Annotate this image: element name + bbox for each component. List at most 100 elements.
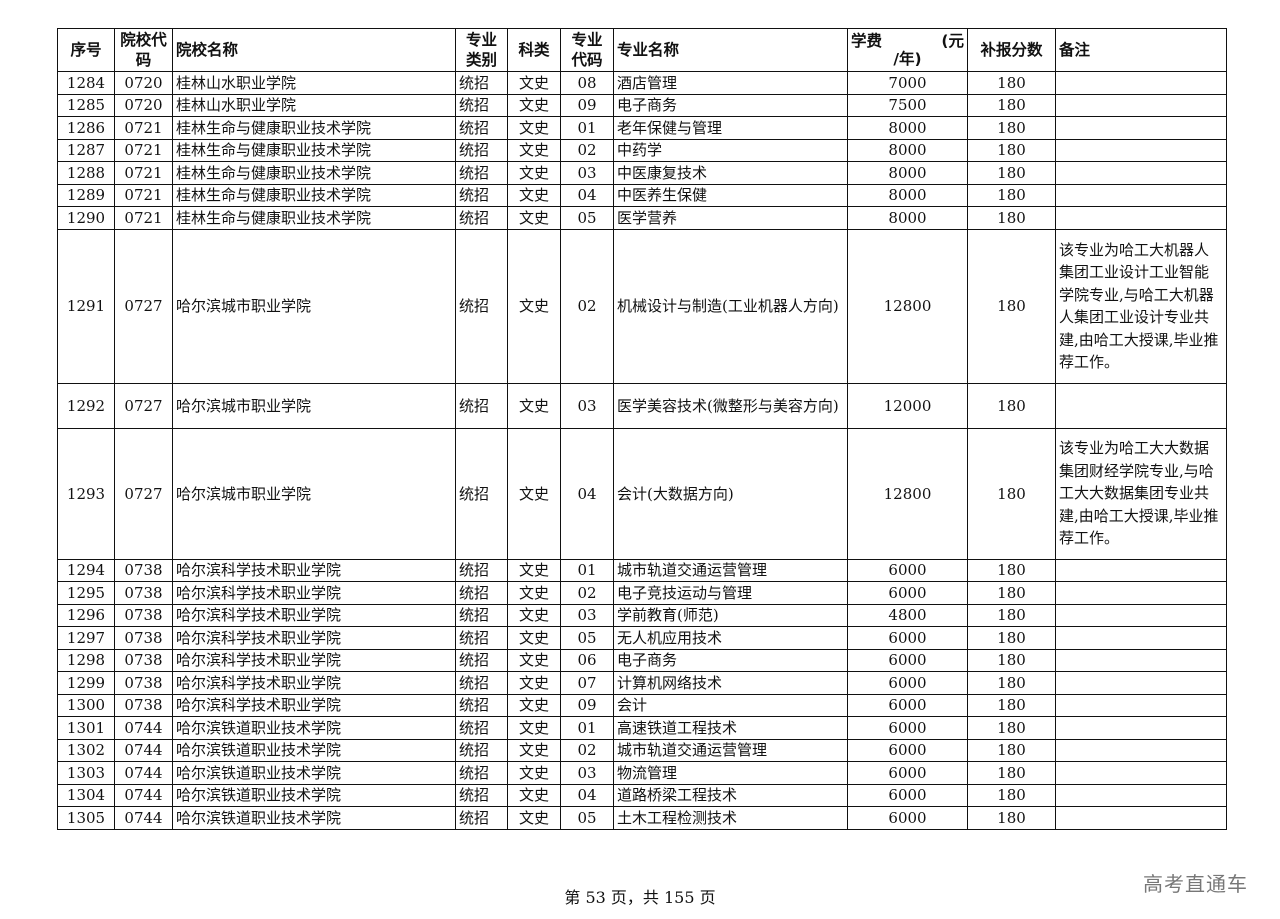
admission-table: 序号 院校代码 院校名称 专业类别 科类 专业代码 专业名称 学费 (元/年) 补… xyxy=(57,28,1227,830)
cell-major-code: 07 xyxy=(560,671,614,695)
cell-note xyxy=(1055,71,1227,95)
cell-school-code: 0738 xyxy=(114,603,173,627)
cell-score: 180 xyxy=(967,161,1056,185)
cell-subject: 文史 xyxy=(507,581,561,605)
cell-fee: 7000 xyxy=(847,71,968,95)
cell-major-type: 统招 xyxy=(455,603,508,627)
cell-major-type: 统招 xyxy=(455,71,508,95)
cell-major-code: 03 xyxy=(560,382,614,429)
table-row: 1304 0744 哈尔滨铁道职业技术学院 统招 文史 04 道路桥梁工程技术 6000 180 xyxy=(57,783,1227,807)
cell-school-name: 哈尔滨城市职业学院 xyxy=(172,228,456,384)
header-fee-unit: (元 xyxy=(941,32,964,50)
cell-note xyxy=(1055,382,1227,429)
cell-major-name: 中医养生保健 xyxy=(613,183,848,207)
cell-school-code: 0721 xyxy=(114,138,173,162)
table-row: 1285 0720 桂林山水职业学院 统招 文史 09 电子商务 7500 180 xyxy=(57,93,1227,117)
cell-subject: 文史 xyxy=(507,206,561,230)
cell-seq: 1302 xyxy=(57,738,115,762)
header-seq: 序号 xyxy=(57,28,115,72)
cell-note xyxy=(1055,138,1227,162)
cell-subject: 文史 xyxy=(507,228,561,384)
cell-note xyxy=(1055,93,1227,117)
cell-seq: 1291 xyxy=(57,228,115,384)
cell-fee: 8000 xyxy=(847,161,968,185)
table-row: 1286 0721 桂林生命与健康职业技术学院 统招 文史 01 老年保健与管理 8000 18… xyxy=(57,116,1227,140)
cell-major-code: 06 xyxy=(560,648,614,672)
cell-subject: 文史 xyxy=(507,603,561,627)
cell-major-name: 会计 xyxy=(613,693,848,717)
cell-major-name: 医学美容技术(微整形与美容方向) xyxy=(613,382,848,429)
cell-major-name: 中医康复技术 xyxy=(613,161,848,185)
cell-fee: 6000 xyxy=(847,581,968,605)
table-row: 1295 0738 哈尔滨科学技术职业学院 统招 文史 02 电子竞技运动与管理 6000 18… xyxy=(57,581,1227,605)
cell-score: 180 xyxy=(967,71,1056,95)
cell-fee: 6000 xyxy=(847,693,968,717)
cell-major-code: 05 xyxy=(560,806,614,830)
cell-major-code: 02 xyxy=(560,738,614,762)
cell-major-name: 中药学 xyxy=(613,138,848,162)
cell-note xyxy=(1055,693,1227,717)
cell-note xyxy=(1055,761,1227,785)
cell-subject: 文史 xyxy=(507,116,561,140)
table-row: 1300 0738 哈尔滨科学技术职业学院 统招 文史 09 会计 6000 180 xyxy=(57,693,1227,717)
cell-subject: 文史 xyxy=(507,648,561,672)
header-major-name: 专业名称 xyxy=(613,28,848,72)
cell-seq: 1301 xyxy=(57,716,115,740)
cell-major-type: 统招 xyxy=(455,161,508,185)
cell-school-code: 0744 xyxy=(114,783,173,807)
cell-fee: 8000 xyxy=(847,116,968,140)
cell-seq: 1295 xyxy=(57,581,115,605)
cell-subject: 文史 xyxy=(507,558,561,582)
cell-major-type: 统招 xyxy=(455,427,508,560)
cell-major-name: 会计(大数据方向) xyxy=(613,427,848,560)
header-subject: 科类 xyxy=(507,28,561,72)
cell-major-code: 09 xyxy=(560,93,614,117)
header-school-name: 院校名称 xyxy=(172,28,456,72)
cell-fee: 6000 xyxy=(847,558,968,582)
cell-subject: 文史 xyxy=(507,693,561,717)
cell-school-name: 哈尔滨铁道职业技术学院 xyxy=(172,806,456,830)
header-score: 补报分数 xyxy=(967,28,1056,72)
cell-note xyxy=(1055,626,1227,650)
cell-seq: 1284 xyxy=(57,71,115,95)
cell-major-type: 统招 xyxy=(455,138,508,162)
watermark: 高考直通车 xyxy=(1143,872,1248,896)
cell-major-name: 机械设计与制造(工业机器人方向) xyxy=(613,228,848,384)
cell-major-code: 03 xyxy=(560,603,614,627)
cell-school-code: 0721 xyxy=(114,183,173,207)
cell-note xyxy=(1055,116,1227,140)
cell-major-code: 04 xyxy=(560,783,614,807)
cell-score: 180 xyxy=(967,427,1056,560)
cell-school-code: 0738 xyxy=(114,693,173,717)
cell-note xyxy=(1055,671,1227,695)
cell-major-code: 03 xyxy=(560,761,614,785)
cell-school-code: 0721 xyxy=(114,161,173,185)
cell-major-type: 统招 xyxy=(455,558,508,582)
cell-major-type: 统招 xyxy=(455,581,508,605)
cell-school-name: 桂林山水职业学院 xyxy=(172,93,456,117)
cell-subject: 文史 xyxy=(507,738,561,762)
cell-school-code: 0738 xyxy=(114,626,173,650)
cell-subject: 文史 xyxy=(507,716,561,740)
table-row: 1288 0721 桂林生命与健康职业技术学院 统招 文史 03 中医康复技术 8000 180 xyxy=(57,161,1227,185)
cell-seq: 1289 xyxy=(57,183,115,207)
cell-score: 180 xyxy=(967,603,1056,627)
cell-seq: 1303 xyxy=(57,761,115,785)
cell-school-code: 0744 xyxy=(114,716,173,740)
cell-fee: 6000 xyxy=(847,626,968,650)
cell-school-name: 桂林山水职业学院 xyxy=(172,71,456,95)
cell-major-code: 01 xyxy=(560,558,614,582)
cell-note xyxy=(1055,581,1227,605)
cell-fee: 6000 xyxy=(847,671,968,695)
cell-major-name: 电子商务 xyxy=(613,648,848,672)
cell-seq: 1299 xyxy=(57,671,115,695)
cell-school-name: 哈尔滨铁道职业技术学院 xyxy=(172,716,456,740)
cell-major-name: 道路桥梁工程技术 xyxy=(613,783,848,807)
cell-school-name: 哈尔滨科学技术职业学院 xyxy=(172,558,456,582)
cell-major-type: 统招 xyxy=(455,671,508,695)
cell-major-type: 统招 xyxy=(455,716,508,740)
cell-note xyxy=(1055,783,1227,807)
cell-score: 180 xyxy=(967,626,1056,650)
cell-major-type: 统招 xyxy=(455,183,508,207)
cell-fee: 8000 xyxy=(847,138,968,162)
